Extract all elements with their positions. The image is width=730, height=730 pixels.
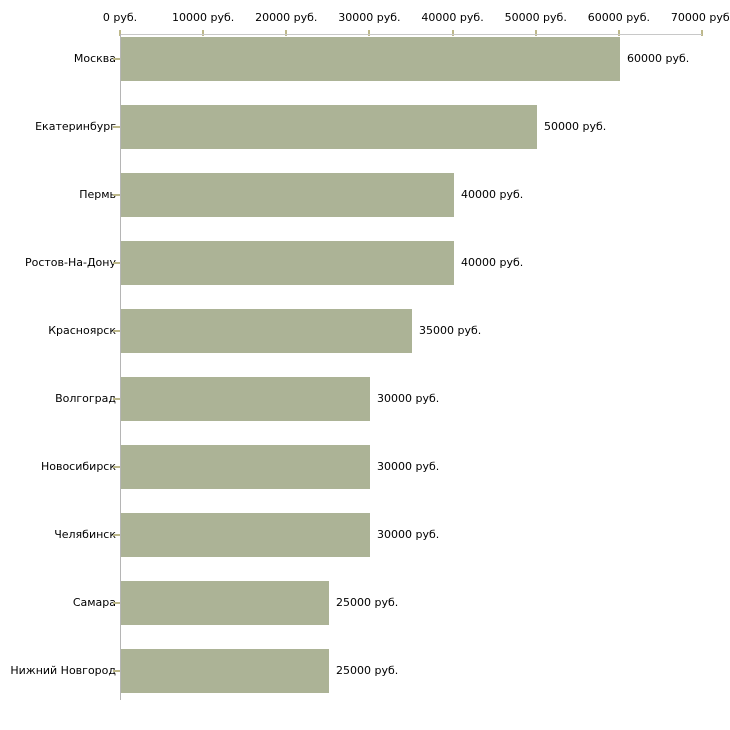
- category-label: Екатеринбург: [35, 120, 116, 133]
- x-tick-mark: [285, 30, 288, 36]
- value-label: 30000 руб.: [377, 392, 440, 405]
- bar: [121, 37, 620, 81]
- x-tick-label: 0 руб.: [102, 11, 138, 24]
- category-tick-mark: [113, 670, 120, 672]
- value-label: 50000 руб.: [544, 120, 607, 133]
- value-label: 40000 руб.: [461, 188, 524, 201]
- category-tick-mark: [113, 534, 120, 536]
- bar: [121, 377, 370, 421]
- bar: [121, 445, 370, 489]
- bar: [121, 513, 370, 557]
- bar: [121, 309, 412, 353]
- x-tick-label: 50000 руб.: [504, 11, 567, 24]
- bar: [121, 649, 329, 693]
- category-tick-mark: [113, 194, 120, 196]
- x-tick-mark: [617, 30, 620, 36]
- category-tick-mark: [113, 466, 120, 468]
- category-label: Пермь: [79, 188, 116, 201]
- value-label: 35000 руб.: [419, 324, 482, 337]
- x-tick-label: 10000 руб.: [172, 11, 235, 24]
- category-label: Красноярск: [48, 324, 116, 337]
- bar: [121, 581, 329, 625]
- value-label: 60000 руб.: [627, 52, 690, 65]
- x-tick-mark: [202, 30, 205, 36]
- x-tick-label: 40000 руб.: [421, 11, 484, 24]
- y-axis-line: [120, 34, 121, 700]
- category-label: Москва: [73, 52, 116, 65]
- category-label: Новосибирск: [40, 460, 116, 473]
- category-tick-mark: [113, 602, 120, 604]
- x-tick-label: 20000 руб.: [255, 11, 318, 24]
- x-tick-mark: [701, 30, 703, 36]
- category-label: Волгоград: [55, 392, 116, 405]
- category-label: Челябинск: [54, 528, 116, 541]
- category-tick-mark: [113, 58, 120, 60]
- x-tick-mark: [368, 30, 371, 36]
- category-label: Ростов-На-Дону: [24, 256, 116, 269]
- value-label: 40000 руб.: [461, 256, 524, 269]
- bar: [121, 105, 537, 149]
- x-tick-label: 70000 руб.: [670, 11, 730, 24]
- x-tick-label: 60000 руб.: [587, 11, 650, 24]
- category-tick-mark: [113, 398, 120, 400]
- category-tick-mark: [113, 330, 120, 332]
- value-label: 25000 руб.: [336, 664, 399, 677]
- bar: [121, 241, 454, 285]
- category-tick-mark: [113, 126, 120, 128]
- x-axis-line: [120, 34, 702, 35]
- x-tick-mark: [534, 30, 537, 36]
- x-tick-mark: [451, 30, 454, 36]
- value-label: 30000 руб.: [377, 528, 440, 541]
- x-tick-mark: [119, 30, 121, 36]
- category-tick-mark: [113, 262, 120, 264]
- value-label: 25000 руб.: [336, 596, 399, 609]
- bar: [121, 173, 454, 217]
- category-label: Нижний Новгород: [10, 664, 116, 677]
- value-label: 30000 руб.: [377, 460, 440, 473]
- x-tick-label: 30000 руб.: [338, 11, 401, 24]
- category-label: Самара: [72, 596, 116, 609]
